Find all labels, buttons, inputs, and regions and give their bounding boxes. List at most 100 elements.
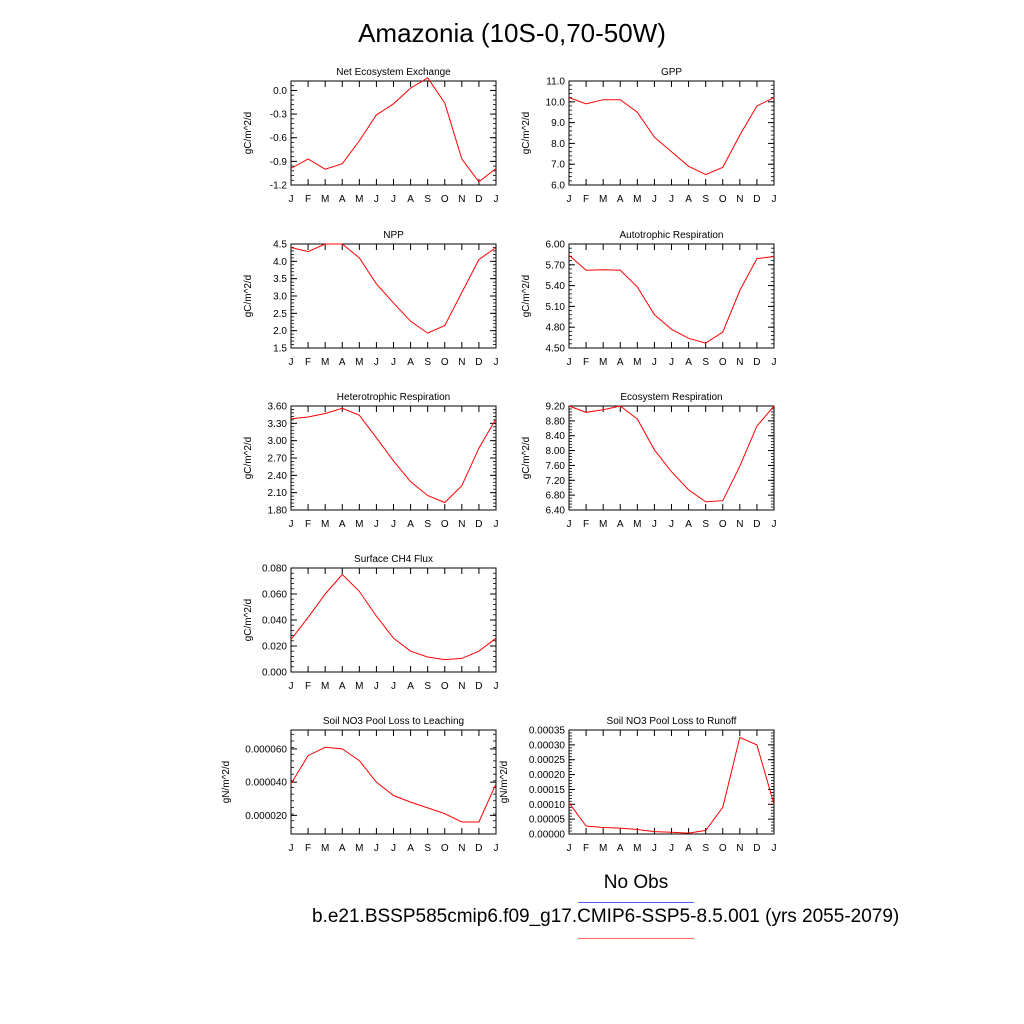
series-line: [290, 573, 497, 661]
x-tick-label: N: [458, 843, 465, 854]
panel-title: Ecosystem Respiration: [620, 392, 722, 403]
x-tick-label: A: [617, 843, 624, 854]
y-tick-label: 4.5: [273, 240, 287, 251]
y-tick-label: 0.000020: [245, 811, 287, 822]
y-tick-label: 0.00020: [529, 770, 566, 781]
x-tick-label: J: [567, 194, 572, 205]
y-tick-label: 3.5: [273, 274, 287, 285]
x-tick-label: F: [583, 843, 589, 854]
chart-panel-1: Net Ecosystem Exchange gC/m^2/d 0.0 -0.3 -0.…: [243, 67, 499, 205]
y-tick-label: 2.40: [268, 471, 288, 482]
x-tick-label: O: [441, 843, 449, 854]
y-tick-label: 3.60: [268, 402, 288, 413]
series-line: [568, 254, 775, 344]
y-tick-label: 0.00030: [529, 740, 566, 751]
y-tick-label: 5.40: [546, 281, 566, 292]
x-tick-label: A: [407, 681, 414, 692]
x-tick-label: O: [719, 194, 727, 205]
y-tick-label: 0.080: [262, 564, 287, 575]
x-tick-label: J: [652, 843, 657, 854]
x-tick-label: J: [289, 519, 294, 530]
x-tick-label: A: [339, 357, 346, 368]
x-tick-label: N: [736, 357, 743, 368]
x-tick-label: M: [321, 194, 329, 205]
x-tick-label: M: [321, 519, 329, 530]
y-tick-label: 5.70: [546, 260, 566, 271]
x-tick-label: N: [458, 681, 465, 692]
plot-frame: [290, 80, 497, 186]
x-tick-label: S: [424, 357, 431, 368]
x-tick-label: J: [391, 194, 396, 205]
y-tick-label: 2.0: [273, 326, 287, 337]
x-tick-label: A: [617, 194, 624, 205]
y-tick-label: 8.80: [546, 416, 566, 427]
plot-frame: [290, 405, 497, 511]
panel-title: Soil NO3 Pool Loss to Leaching: [323, 716, 464, 727]
x-tick-label: M: [599, 357, 607, 368]
y-tick-label: 8.40: [546, 431, 566, 442]
x-tick-label: D: [475, 519, 482, 530]
y-axis-label: gC/m^2/d: [243, 437, 254, 480]
x-tick-label: J: [669, 194, 674, 205]
plot-frame: [568, 243, 775, 349]
x-tick-label: D: [753, 519, 760, 530]
x-tick-label: F: [305, 357, 311, 368]
x-tick-label: F: [583, 357, 589, 368]
x-tick-label: A: [685, 519, 692, 530]
x-tick-label: J: [289, 357, 294, 368]
x-tick-label: A: [685, 357, 692, 368]
x-tick-label: J: [391, 357, 396, 368]
x-tick-label: O: [441, 681, 449, 692]
series-line: [290, 243, 497, 334]
x-tick-label: J: [289, 843, 294, 854]
legend-case-line: [578, 938, 694, 939]
y-tick-label: 7.60: [546, 461, 566, 472]
y-axis-label: gC/m^2/d: [243, 275, 254, 318]
y-tick-label: 0.00010: [529, 800, 566, 811]
x-tick-label: O: [441, 357, 449, 368]
y-tick-label: 1.80: [268, 506, 288, 517]
series-line: [290, 746, 497, 823]
y-tick-label: 11.0: [546, 77, 565, 88]
y-tick-label: 6.00: [546, 240, 566, 251]
plot-frame: [568, 80, 775, 186]
x-tick-label: J: [652, 519, 657, 530]
y-tick-label: 0.020: [262, 642, 287, 653]
x-tick-label: J: [567, 357, 572, 368]
x-tick-label: J: [391, 519, 396, 530]
x-tick-label: S: [424, 843, 431, 854]
x-tick-label: A: [617, 357, 624, 368]
y-tick-label: 4.80: [546, 323, 566, 334]
x-tick-label: M: [321, 357, 329, 368]
y-tick-label: 0.040: [262, 616, 287, 627]
x-tick-label: M: [633, 357, 641, 368]
x-tick-label: D: [475, 194, 482, 205]
x-tick-label: M: [321, 681, 329, 692]
y-tick-label: 0.060: [262, 590, 287, 601]
y-tick-label: 0.00035: [529, 726, 566, 737]
y-tick-label: 7.20: [546, 476, 566, 487]
x-tick-label: J: [567, 519, 572, 530]
y-axis-label: gN/m^2/d: [221, 761, 232, 804]
x-tick-label: J: [374, 843, 379, 854]
y-axis-label: gC/m^2/d: [243, 112, 254, 155]
y-tick-label: -1.2: [270, 181, 288, 192]
x-tick-label: S: [424, 519, 431, 530]
y-tick-label: 2.5: [273, 309, 287, 320]
x-tick-label: J: [374, 357, 379, 368]
y-tick-label: 9.0: [551, 118, 565, 129]
x-tick-label: J: [494, 194, 499, 205]
x-tick-label: S: [424, 681, 431, 692]
x-tick-label: N: [458, 194, 465, 205]
y-tick-label: 6.0: [551, 181, 565, 192]
y-tick-label: 0.0: [273, 86, 287, 97]
panel-title: NPP: [383, 230, 404, 241]
chart-panel-4: Autotrophic Respiration gC/m^2/d 6.00 5.70 5…: [521, 230, 777, 368]
x-tick-label: A: [339, 681, 346, 692]
x-tick-label: A: [407, 519, 414, 530]
x-tick-label: J: [494, 357, 499, 368]
y-axis-label: gC/m^2/d: [521, 112, 532, 155]
series-line: [290, 407, 497, 504]
x-tick-label: M: [355, 843, 363, 854]
